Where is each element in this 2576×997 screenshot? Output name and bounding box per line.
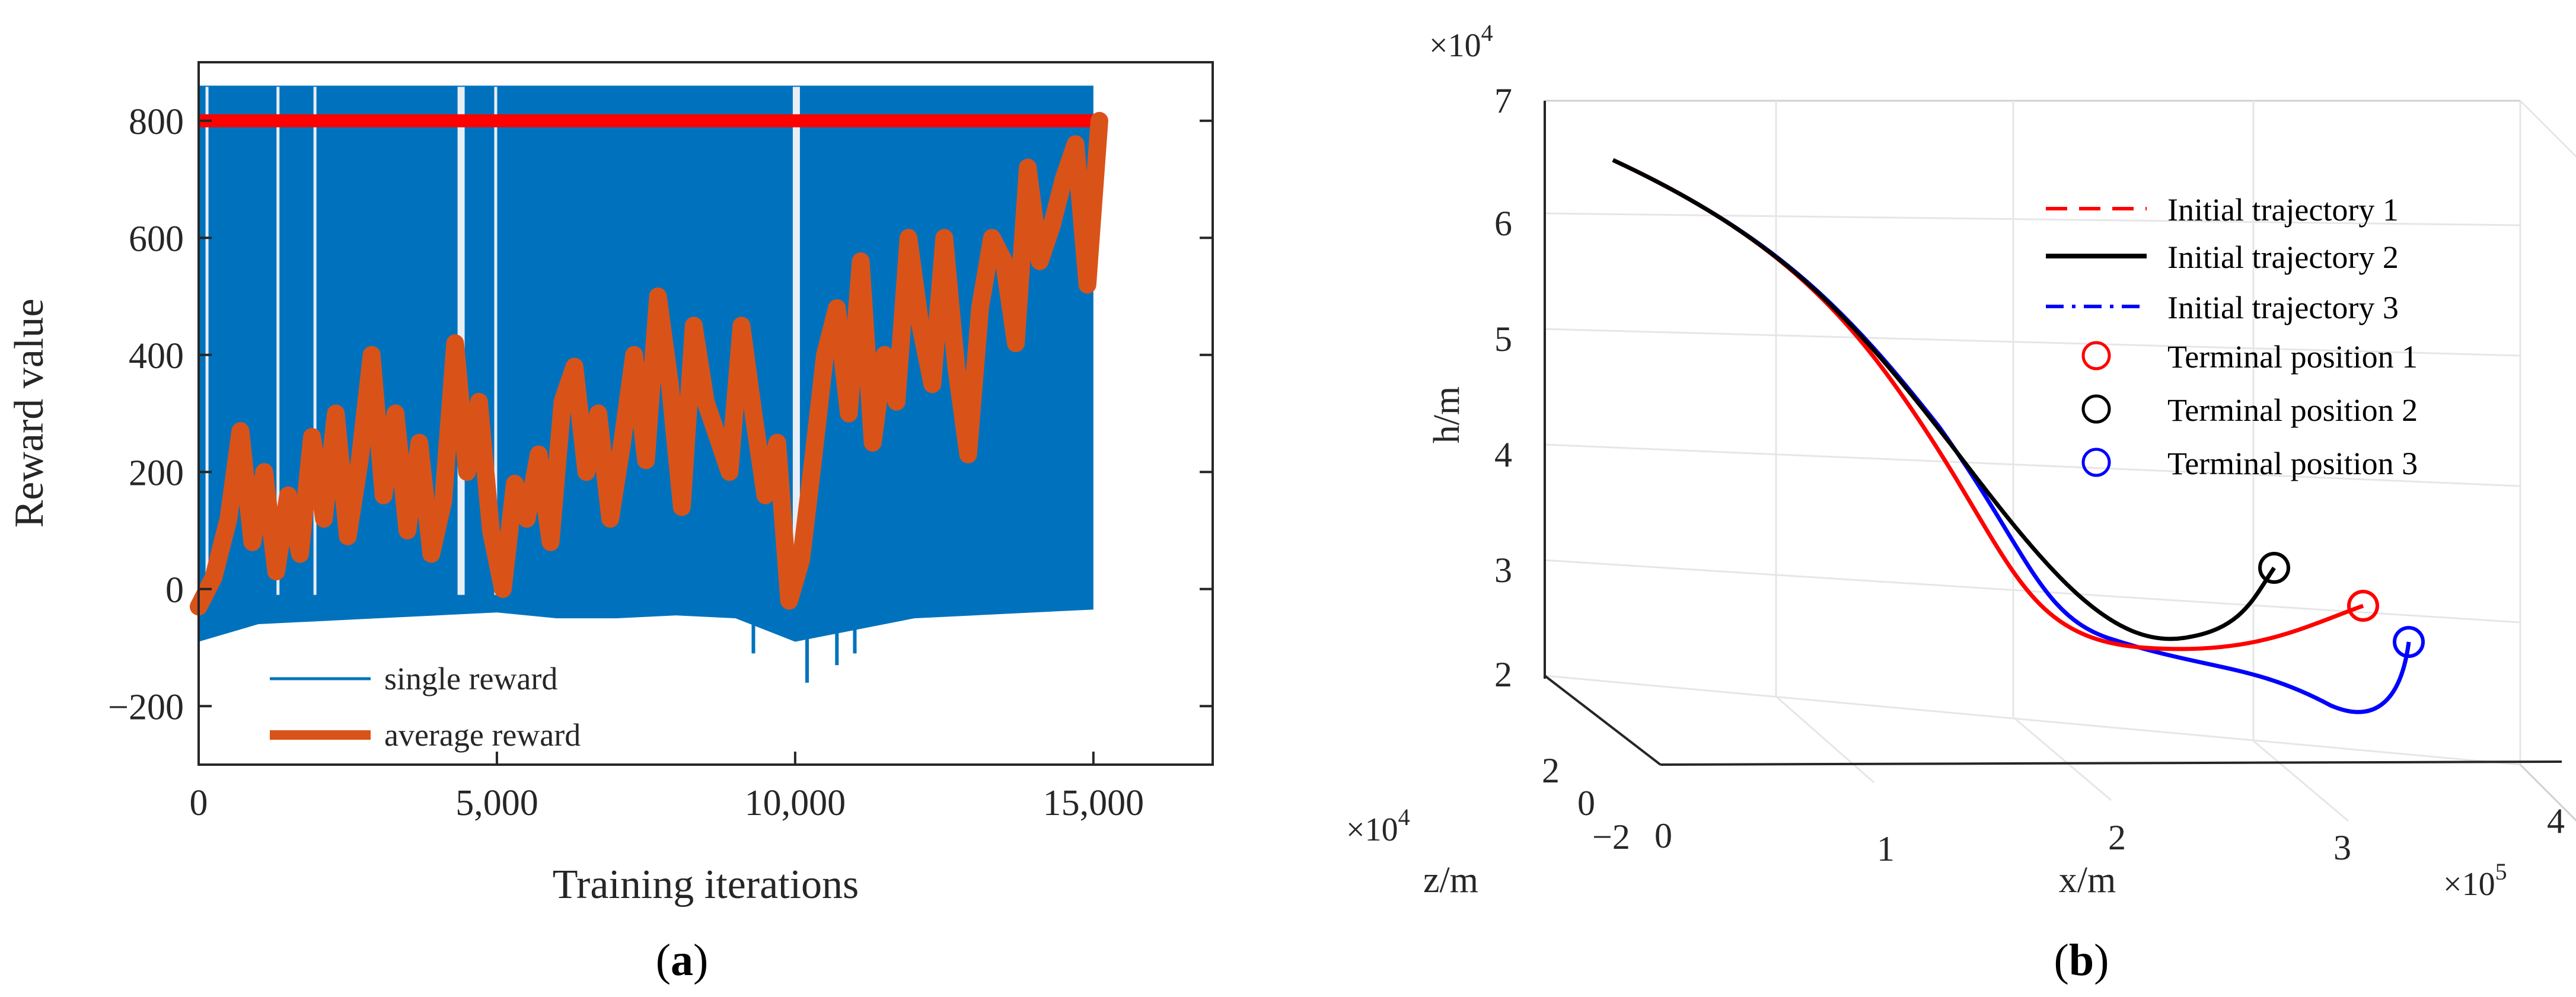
legend-label-traj-3: Initial trajectory 3 [2167, 290, 2399, 325]
x-multiplier-base: ×10 [2443, 866, 2495, 903]
h-tick-6: 6 [1494, 204, 1512, 243]
x-tick-label-1: 5,000 [455, 783, 538, 823]
trajectory-2-curve [1612, 158, 2276, 641]
h-tick-5: 5 [1494, 319, 1512, 359]
h-axis-title: h/m [1427, 386, 1467, 443]
panel-a-caption-letter: a [671, 935, 693, 985]
panel-b-chart: 2 3 4 5 6 7 ×104 h/m 2 0 −2 ×104 z/m 0 1… [1346, 20, 2576, 985]
panel-b-z-ticks: 2 0 −2 [1542, 751, 1630, 857]
panel-a-caption: (a) [656, 935, 709, 985]
x-tick-4: 4 [2547, 801, 2565, 841]
panel-b-x-ticks: 0 1 2 3 4 [1654, 801, 2565, 868]
z-tick-2: 2 [1542, 751, 1560, 790]
h-tick-3: 3 [1494, 551, 1512, 590]
y-tick-label-0: −200 [108, 687, 184, 727]
x-tick-label-2: 10,000 [745, 783, 846, 823]
legend-swatch-term-1 [2081, 341, 2111, 370]
x-multiplier-exp: 5 [2495, 858, 2507, 885]
h-multiplier-base: ×10 [1429, 27, 1481, 64]
y-tick-label-1: 0 [165, 570, 184, 611]
y-tick-label-2: 200 [129, 453, 184, 493]
x-tick-1: 1 [1877, 829, 1895, 868]
legend-label-term-2: Terminal position 2 [2167, 392, 2418, 428]
panel-b-caption: (b) [2054, 935, 2109, 985]
legend-label-average-reward: average reward [384, 717, 581, 753]
panel-b-grid [1544, 100, 2576, 822]
average-reward-line [190, 111, 1108, 616]
x-tick-label-0: 0 [190, 783, 208, 823]
h-tick-2: 2 [1494, 655, 1512, 694]
x-tick-label-3: 15,000 [1043, 783, 1144, 823]
panel-a-legend: single reward average reward [270, 661, 581, 753]
h-tick-4: 4 [1494, 435, 1512, 474]
x-tick-0: 0 [1654, 816, 1672, 855]
legend-label-term-1: Terminal position 1 [2167, 339, 2418, 375]
panel-a-chart: −200 0 200 400 600 800 0 5,000 10,000 15,000 sin… [7, 61, 1214, 985]
legend-label-single-reward: single reward [384, 661, 557, 696]
panel-b-h-ticks: 2 3 4 5 6 7 [1494, 81, 1512, 694]
x-tick-2: 2 [2108, 818, 2126, 857]
terminal-marker-1 [2347, 590, 2379, 622]
x-axis-title: Training iterations [553, 862, 859, 907]
legend-label-traj-1: Initial trajectory 1 [2167, 192, 2399, 228]
panel-a-axes-box [197, 61, 1214, 766]
x-tick-3: 3 [2333, 828, 2351, 867]
panel-b-trajectories [1612, 158, 2411, 714]
y-tick-label-3: 400 [129, 336, 184, 376]
terminal-marker-2 [2258, 552, 2290, 584]
panel-b-terminal-markers [2258, 552, 2425, 658]
z-tick-neg2: −2 [1592, 817, 1630, 857]
z-multiplier-exp: 4 [1398, 804, 1410, 830]
legend-label-term-3: Terminal position 3 [2167, 446, 2418, 481]
y-axis-title: Reward value [7, 299, 52, 528]
panel-b-axes [1544, 101, 2562, 766]
y-tick-label-4: 600 [129, 219, 184, 259]
h-multiplier: ×104 [1429, 20, 1493, 64]
panel-b-legend: Initial trajectory 1 Initial trajectory … [2046, 192, 2418, 481]
y-tick-label-5: 800 [129, 102, 184, 142]
h-tick-7: 7 [1494, 81, 1512, 120]
z-axis-title: z/m [1423, 860, 1478, 900]
legend-swatch-term-3 [2081, 448, 2111, 477]
z-multiplier-base: ×10 [1346, 811, 1398, 848]
x-multiplier: ×105 [2443, 858, 2507, 903]
legend-label-traj-2: Initial trajectory 2 [2167, 239, 2399, 275]
z-multiplier: ×104 [1346, 804, 1410, 848]
h-multiplier-exp: 4 [1481, 20, 1493, 46]
x-axis-ticks: 0 5,000 10,000 15,000 [190, 752, 1144, 823]
x-axis-title: x/m [2059, 860, 2116, 900]
z-tick-0: 0 [1577, 784, 1595, 823]
panel-b-caption-letter: b [2069, 935, 2094, 985]
terminal-marker-3 [2393, 626, 2425, 658]
y-axis-ticks: −200 0 200 400 600 800 [108, 102, 1213, 727]
legend-swatch-term-2 [2081, 394, 2111, 424]
